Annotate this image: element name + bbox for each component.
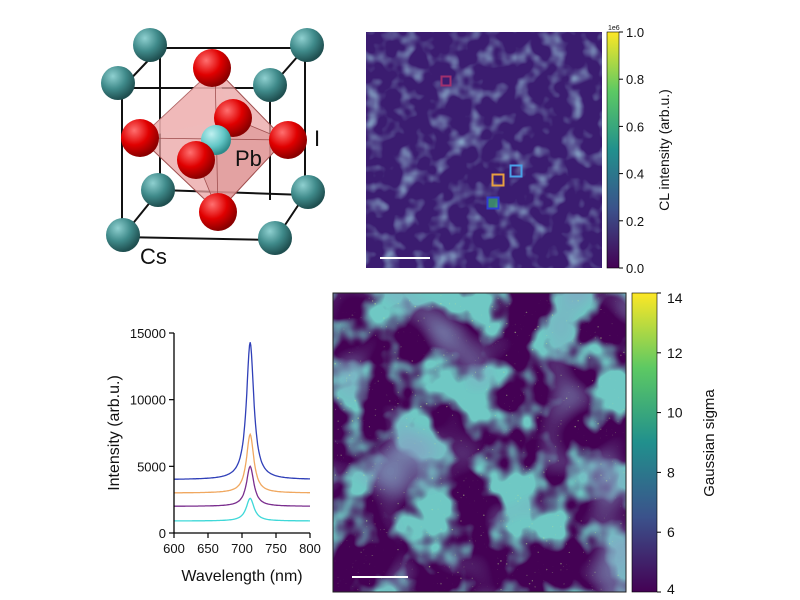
cl-map-marker bbox=[440, 75, 452, 87]
sigma-colorbar bbox=[631, 292, 658, 593]
cs-atom bbox=[291, 175, 325, 209]
cs-atom bbox=[253, 68, 287, 102]
cl-map-marker bbox=[486, 196, 500, 210]
label-i: I bbox=[314, 126, 320, 151]
cl-map-marker bbox=[509, 164, 523, 178]
cl-intensity-map: 1e6 0.0 0.2 0.4 0.6 0.8 1.0 CL intensity (arb… bbox=[366, 25, 672, 276]
sigma-map-frame bbox=[332, 292, 627, 593]
cs-atom bbox=[106, 218, 140, 252]
spectra-y-label: Intensity (arb.u.) bbox=[106, 375, 123, 491]
spectrum-series-line bbox=[174, 432, 310, 494]
cl-colorbar-tick-label: 0.8 bbox=[626, 72, 644, 87]
i-atom bbox=[121, 119, 159, 157]
cl-colorbar-tick-label: 1.0 bbox=[626, 25, 644, 40]
label-cs: Cs bbox=[140, 244, 167, 269]
spectrum-series-line bbox=[174, 497, 310, 522]
cl-map-texture bbox=[366, 32, 602, 268]
sigma-colorbar-tick-label: 14 bbox=[667, 290, 683, 306]
spectra-x-tick-label: 700 bbox=[231, 541, 253, 556]
sigma-colorbar-tick-label: 10 bbox=[667, 405, 683, 421]
spectra-x-label: Wavelength (nm) bbox=[181, 568, 302, 585]
sigma-colorbar-tick-label: 4 bbox=[667, 581, 675, 597]
cl-colorbar-tick-label: 0.4 bbox=[626, 167, 644, 182]
cl-colorbar-tick-label: 0.0 bbox=[626, 261, 644, 276]
spectra-x-tick-label: 650 bbox=[197, 541, 219, 556]
sigma-colorbar-tick-label: 6 bbox=[667, 524, 675, 540]
sigma-colorbar-tick-label: 8 bbox=[667, 464, 675, 480]
spectrum-series-line bbox=[174, 465, 310, 507]
spectra-y-tick-label: 0 bbox=[159, 526, 166, 541]
cl-colorbar-label: CL intensity (arb.u.) bbox=[656, 89, 672, 211]
cs-atom bbox=[258, 221, 292, 255]
sigma-colorbar-tick-label: 12 bbox=[667, 345, 683, 361]
spectra-y-tick-label: 10000 bbox=[130, 393, 166, 408]
spectra-x-tick-label: 600 bbox=[163, 541, 185, 556]
cl-colorbar bbox=[606, 31, 620, 269]
cs-atom bbox=[101, 66, 135, 100]
crystal-structure: Pb I Cs bbox=[101, 28, 325, 269]
spectrum-series-line bbox=[174, 342, 310, 480]
spectra-y-tick-label: 5000 bbox=[137, 459, 166, 474]
spectra-y-tick-label: 15000 bbox=[130, 326, 166, 341]
cl-colorbar-multiplier: 1e6 bbox=[608, 25, 620, 32]
spectra-x-tick-label: 800 bbox=[299, 541, 321, 556]
sigma-colorbar-label: Gaussian sigma bbox=[701, 389, 718, 497]
cs-atom bbox=[290, 28, 324, 62]
sigma-map-texture-3 bbox=[333, 293, 626, 592]
i-atom bbox=[193, 49, 231, 87]
spectra-x-tick-label: 750 bbox=[265, 541, 287, 556]
cs-atom bbox=[133, 28, 167, 62]
cl-colorbar-tick-label: 0.6 bbox=[626, 119, 644, 134]
i-atom bbox=[177, 141, 215, 179]
cl-spectra-chart: 600 650 700 750 800 0 5000 10000 15000 Waveleng… bbox=[106, 326, 321, 585]
i-atom bbox=[199, 193, 237, 231]
gaussian-sigma-map: 4 6 8 10 12 14 Gaussian sigma bbox=[332, 290, 718, 597]
label-pb: Pb bbox=[235, 146, 262, 171]
i-atom bbox=[269, 121, 307, 159]
cs-atom bbox=[141, 173, 175, 207]
cl-colorbar-tick-label: 0.2 bbox=[626, 214, 644, 229]
cl-map-marker bbox=[491, 173, 505, 187]
